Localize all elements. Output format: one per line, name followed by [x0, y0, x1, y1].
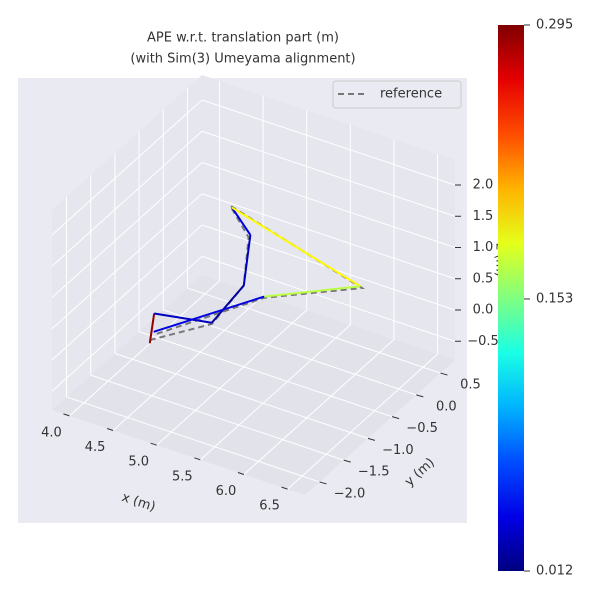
- y-tick-label: −1.0: [382, 443, 414, 458]
- y-tick-label: 0.5: [460, 378, 481, 393]
- grid-line: [156, 309, 308, 446]
- error-segment: [231, 206, 252, 236]
- grid-line: [51, 193, 203, 330]
- grid-line: [51, 162, 203, 298]
- y-tick-label: −0.5: [406, 421, 438, 436]
- grid-line: [138, 331, 393, 418]
- grid-line: [51, 224, 203, 361]
- grid-line: [201, 162, 456, 248]
- colorbar: [498, 25, 524, 571]
- x-tick: [281, 486, 288, 490]
- x-tick-label: 6.5: [259, 499, 280, 514]
- y-tick-label: −1.5: [358, 465, 390, 480]
- grid-line: [287, 353, 438, 490]
- y-tick: [440, 372, 448, 376]
- y-tick: [343, 459, 351, 463]
- grid-line: [201, 130, 456, 217]
- y-tick: [416, 394, 424, 398]
- chart-title: APE w.r.t. translation part (m): [147, 31, 339, 46]
- error-segment: [211, 284, 245, 324]
- y-tick: [367, 437, 376, 441]
- colorbar-tick-label: 0.153: [536, 291, 573, 306]
- grid-line: [90, 374, 344, 461]
- legend-box: [332, 80, 462, 109]
- grid-line: [112, 295, 264, 431]
- z-tick-label: 1.5: [473, 209, 494, 224]
- grid-line: [199, 324, 351, 461]
- x-tick-label: 4.0: [41, 425, 62, 440]
- colorbar-tick-label: 0.295: [536, 18, 573, 33]
- grid-line: [243, 339, 395, 475]
- y-tick: [319, 481, 327, 485]
- z-tick-label: −0.5: [467, 334, 499, 349]
- x-tick-label: 5.0: [128, 455, 149, 470]
- y-tick-label: 0.0: [436, 399, 457, 414]
- z-tick-label: 0.0: [473, 303, 494, 318]
- error-segment: [264, 285, 361, 298]
- error-segment: [154, 312, 212, 324]
- y-tick: [391, 416, 400, 420]
- grid-line: [201, 255, 456, 342]
- grid-line: [114, 352, 369, 439]
- x-tick: [237, 472, 245, 475]
- grid-line: [163, 309, 417, 396]
- x-tick-label: 6.0: [216, 484, 237, 499]
- x-tick: [194, 457, 201, 461]
- grid-line: [51, 130, 203, 267]
- grid-line: [201, 99, 456, 186]
- grid-line: [66, 396, 320, 483]
- floor-pane: [52, 275, 455, 495]
- x-tick-label: 4.5: [85, 440, 106, 455]
- error-segment: [231, 206, 361, 288]
- x-tick-label: 5.5: [172, 469, 193, 484]
- grid-line: [69, 280, 220, 417]
- legend-label: reference: [380, 87, 442, 102]
- y-tick-label: −2.0: [334, 486, 366, 501]
- grid-line: [51, 255, 203, 392]
- x-tick: [63, 413, 70, 417]
- z-tick-label: 1.0: [473, 240, 494, 255]
- error-segment: [148, 313, 156, 344]
- x-tick: [150, 442, 157, 446]
- colorbar-tick-label: 0.012: [536, 564, 573, 579]
- chart-subtitle: (with Sim(3) Umeyama alignment): [130, 52, 355, 67]
- x-tick: [106, 428, 114, 431]
- error-segment: [242, 234, 252, 286]
- z-tick-label: 0.5: [473, 271, 494, 286]
- z-tick-label: 2.0: [473, 178, 494, 193]
- error-segment: [153, 295, 265, 333]
- grid-line: [201, 193, 456, 280]
- grid-line: [51, 99, 203, 236]
